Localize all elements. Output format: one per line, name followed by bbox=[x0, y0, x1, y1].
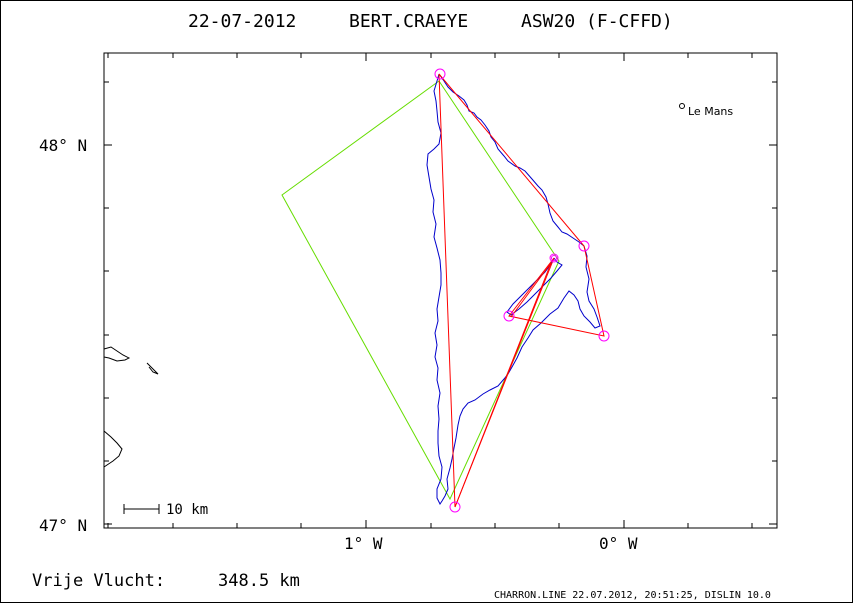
place-marker bbox=[679, 103, 685, 109]
turnpoint-marker bbox=[578, 240, 590, 252]
coastline-island bbox=[103, 346, 131, 362]
turnpoint-marker bbox=[449, 501, 461, 513]
task-route-leg bbox=[454, 262, 552, 508]
axis-ticks bbox=[104, 53, 777, 528]
coastline bbox=[103, 346, 159, 468]
turnpoint-marker bbox=[434, 68, 446, 80]
lat-label-47: 47° N bbox=[39, 516, 87, 535]
footer-info: CHARRON.LINE 22.07.2012, 20:51:25, DISLI… bbox=[494, 590, 771, 601]
task-route bbox=[438, 73, 605, 508]
scale-bar bbox=[123, 504, 160, 514]
turnpoint-marker bbox=[549, 253, 559, 263]
pilot-name: BERT.CRAEYE bbox=[349, 11, 468, 32]
alternate-route bbox=[281, 80, 560, 501]
flight-track bbox=[426, 73, 601, 505]
glider-type: ASW20 (F-CFFD) bbox=[521, 11, 673, 32]
turnpoint-marker bbox=[551, 255, 557, 261]
scale-bar-label: 10 km bbox=[166, 502, 208, 518]
plot-frame bbox=[103, 52, 778, 529]
flight-date: 22-07-2012 bbox=[188, 11, 296, 32]
lon-label-1w: 1° W bbox=[344, 534, 383, 553]
coastline-shore bbox=[103, 430, 123, 468]
distance-label: Vrije Vlucht: bbox=[32, 571, 165, 591]
lat-label-48: 48° N bbox=[39, 136, 87, 155]
place-label-le-mans: Le Mans bbox=[688, 105, 733, 118]
turnpoint-marker bbox=[503, 310, 515, 322]
lon-label-0w: 0° W bbox=[599, 534, 638, 553]
turnpoints bbox=[434, 68, 610, 513]
turnpoint-marker bbox=[598, 330, 610, 342]
coastline-islet bbox=[146, 362, 159, 375]
distance-value: 348.5 km bbox=[218, 571, 300, 591]
